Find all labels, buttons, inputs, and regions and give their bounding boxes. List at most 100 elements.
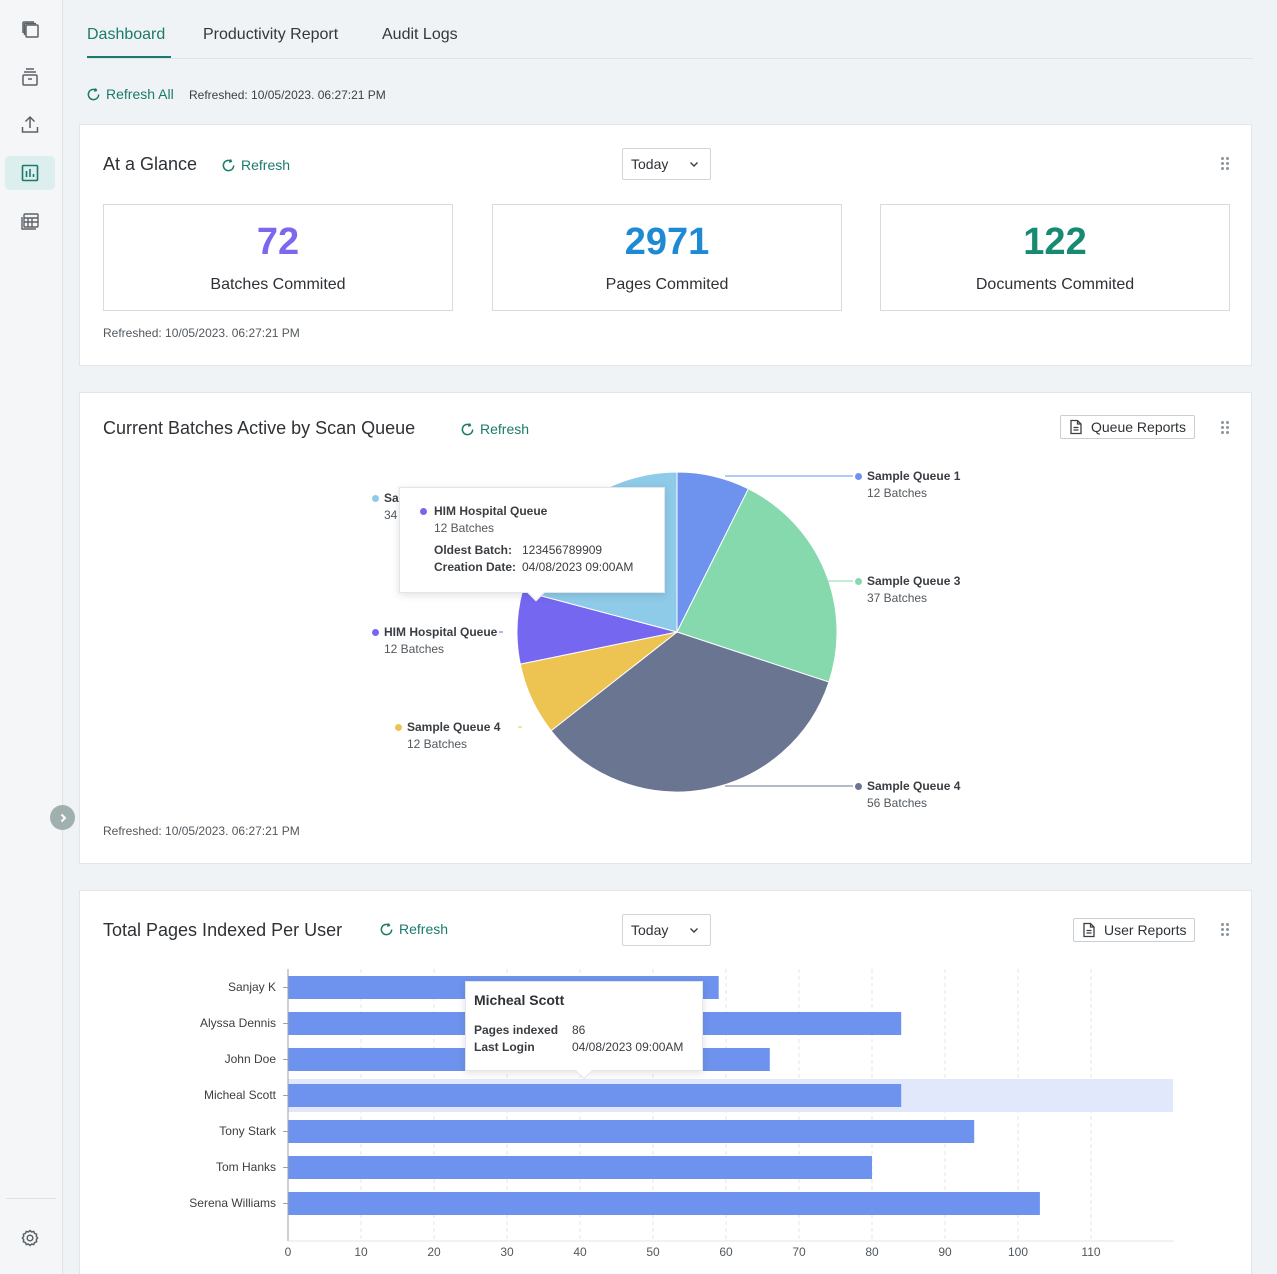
x-tick-label: 80 bbox=[865, 1245, 879, 1259]
sidebar bbox=[0, 0, 63, 1274]
pie-label-value: 12 Batches bbox=[867, 486, 928, 500]
bar-category-label: Tony Stark bbox=[219, 1124, 276, 1138]
chevron-down-icon bbox=[690, 162, 698, 167]
legend-dot bbox=[855, 578, 862, 585]
refresh-icon bbox=[461, 422, 474, 435]
stat-documents: 122 Documents Commited bbox=[880, 204, 1230, 311]
tooltip-login-label: Last Login bbox=[474, 1040, 535, 1054]
queue-refresh-button[interactable]: Refresh bbox=[460, 421, 529, 437]
sidebar-item-calendar[interactable] bbox=[5, 204, 55, 238]
bar-category-label: Serena Williams bbox=[189, 1196, 276, 1210]
pie-label-name: Sample Queue 1 bbox=[867, 469, 961, 483]
tab-bar: Dashboard Productivity Report Audit Logs bbox=[87, 0, 1253, 59]
refresh-all-button[interactable]: Refresh All bbox=[86, 86, 174, 102]
active-tab-indicator bbox=[87, 56, 171, 58]
pie-label: Sample Queue 4 12 Batches bbox=[395, 719, 500, 753]
tab-productivity-report[interactable]: Productivity Report bbox=[203, 26, 339, 43]
pie-label-value: 56 Batches bbox=[867, 796, 928, 810]
sidebar-item-archive[interactable] bbox=[5, 60, 55, 94]
pie-label: Sample Queue 1 12 Batches bbox=[855, 468, 961, 502]
tooltip-title: HIM Hospital Queue bbox=[434, 504, 548, 518]
period-select-value: Today bbox=[631, 156, 669, 172]
period-select[interactable]: Today bbox=[622, 914, 711, 946]
x-tick-label: 40 bbox=[573, 1245, 587, 1259]
x-tick-label: 0 bbox=[284, 1245, 292, 1259]
queue-reports-button[interactable]: Queue Reports bbox=[1060, 415, 1195, 439]
settings-button[interactable] bbox=[5, 1221, 55, 1255]
tooltip-title: Micheal Scott bbox=[474, 992, 565, 1008]
upload-icon bbox=[21, 115, 39, 133]
pie-slice[interactable] bbox=[550, 631, 830, 793]
x-tick-label: 60 bbox=[719, 1245, 733, 1259]
x-tick-label: 90 bbox=[938, 1245, 952, 1259]
users-refresh-button[interactable]: Refresh bbox=[379, 921, 448, 937]
tooltip-oldest-value: 123456789909 bbox=[522, 543, 603, 557]
drag-handle-icon[interactable] bbox=[1221, 157, 1231, 173]
pie-label-value: 37 Batches bbox=[867, 591, 928, 605]
card-title: At a Glance bbox=[103, 154, 198, 174]
drag-handle-icon[interactable] bbox=[1221, 923, 1231, 939]
stat-label: Pages Commited bbox=[605, 276, 729, 293]
chevron-right-icon bbox=[60, 813, 66, 822]
sidebar-item-upload[interactable] bbox=[5, 108, 55, 142]
refresh-all-label: Refresh All bbox=[106, 86, 174, 102]
glance-refresh-button[interactable]: Refresh bbox=[221, 157, 290, 173]
refreshed-text: Refreshed: 10/05/2023. 06:27:21 PM bbox=[103, 326, 300, 340]
bar-tooltip: Micheal Scott Pages indexed 86 Last Logi… bbox=[465, 981, 703, 1080]
bar[interactable] bbox=[288, 1120, 975, 1143]
refresh-label: Refresh bbox=[241, 157, 291, 173]
sidebar-collapse-button[interactable] bbox=[50, 805, 75, 830]
stat-batches: 72 Batches Commited bbox=[103, 204, 453, 311]
bar-chart-icon bbox=[21, 164, 39, 182]
refresh-icon bbox=[380, 922, 393, 935]
tooltip-date-value: 04/08/2023 09:00AM bbox=[522, 560, 634, 574]
stat-value: 122 bbox=[1023, 221, 1087, 263]
x-tick-label: 100 bbox=[1007, 1245, 1029, 1259]
period-select[interactable]: Today bbox=[622, 148, 711, 180]
tab-dashboard[interactable]: Dashboard bbox=[87, 26, 166, 43]
refresh-label: Refresh bbox=[480, 421, 530, 437]
document-icon bbox=[1070, 419, 1082, 435]
card-title: Total Pages Indexed Per User bbox=[103, 920, 343, 940]
tooltip-login-value: 04/08/2023 09:00AM bbox=[572, 1040, 684, 1054]
bar-category-label: Micheal Scott bbox=[203, 1088, 276, 1102]
pages-per-user-card: Total Pages Indexed Per User Refresh Tod… bbox=[79, 890, 1252, 1274]
user-reports-button[interactable]: User Reports bbox=[1073, 918, 1196, 942]
archive-icon bbox=[22, 68, 38, 86]
refresh-icon bbox=[87, 87, 100, 100]
refreshed-text: Refreshed: 10/05/2023. 06:27:21 PM bbox=[103, 824, 300, 838]
legend-dot bbox=[855, 783, 862, 790]
queue-card: Current Batches Active by Scan Queue Ref… bbox=[79, 392, 1252, 864]
bar-category-label: Tom Hanks bbox=[215, 1160, 276, 1174]
pie-chart bbox=[499, 471, 853, 793]
stat-value: 72 bbox=[256, 221, 300, 263]
bar[interactable] bbox=[288, 1084, 902, 1107]
bar[interactable] bbox=[288, 1156, 872, 1179]
tab-audit-logs[interactable]: Audit Logs bbox=[382, 26, 458, 43]
x-tick-label: 110 bbox=[1081, 1245, 1101, 1259]
last-refreshed-text: Refreshed: 10/05/2023. 06:27:21 PM bbox=[189, 88, 386, 102]
tooltip-value: 12 Batches bbox=[434, 521, 495, 535]
sidebar-item-copy[interactable] bbox=[5, 12, 55, 46]
calendar-grid-icon bbox=[21, 213, 39, 230]
pie-label-partial: Sa 34 bbox=[372, 490, 399, 524]
bar[interactable] bbox=[288, 1192, 1040, 1215]
drag-handle-icon[interactable] bbox=[1221, 421, 1231, 437]
at-a-glance-card: At a Glance Refresh Today 72 Batches Com… bbox=[79, 124, 1252, 366]
pie-label-name: Sa bbox=[384, 491, 399, 505]
pie-label-value: 12 Batches bbox=[384, 642, 445, 656]
bar-category-label: Sanjay K bbox=[227, 980, 276, 994]
pie-tooltip: HIM Hospital Queue 12 Batches Oldest Bat… bbox=[399, 487, 665, 602]
legend-dot bbox=[855, 473, 862, 480]
pie-label: HIM Hospital Queue 12 Batches bbox=[372, 624, 498, 658]
tooltip-pages-label: Pages indexed bbox=[474, 1023, 559, 1037]
pie-slice[interactable] bbox=[676, 488, 838, 683]
pie-label-value: 34 bbox=[384, 508, 398, 522]
refresh-label: Refresh bbox=[399, 921, 449, 937]
chevron-down-icon bbox=[690, 928, 698, 933]
sidebar-item-reports[interactable] bbox=[5, 156, 55, 190]
pie-label-name: Sample Queue 4 bbox=[867, 779, 961, 793]
tooltip-dot bbox=[420, 508, 427, 515]
pie-label-name: HIM Hospital Queue bbox=[384, 625, 498, 639]
copy-icon bbox=[22, 21, 39, 38]
